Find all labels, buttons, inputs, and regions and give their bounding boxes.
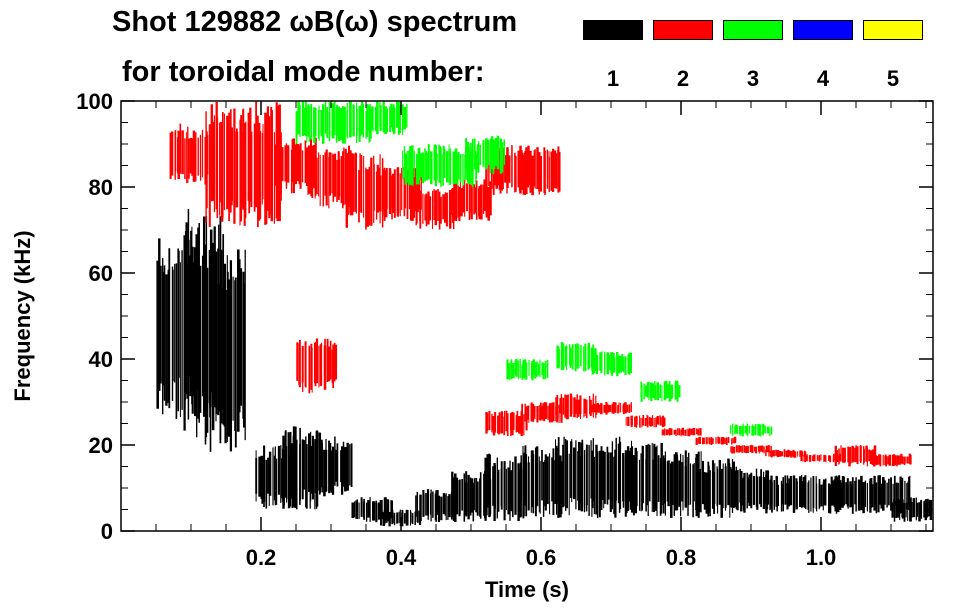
legend-label-1: 1 bbox=[606, 66, 620, 91]
series-1-band-17 bbox=[696, 458, 737, 518]
series-2-band-1 bbox=[169, 123, 211, 187]
series-1-band-13 bbox=[554, 436, 598, 518]
series-2-band-4 bbox=[274, 136, 317, 195]
series-1-band-16 bbox=[660, 450, 702, 518]
y-tick-label-5: 80 bbox=[89, 175, 113, 200]
y-tick-label-1: 0 bbox=[101, 519, 113, 544]
legend-label-4: 4 bbox=[816, 66, 830, 91]
legend-label-5: 5 bbox=[886, 66, 900, 91]
series-3-band-2 bbox=[331, 101, 372, 144]
series-3-band-5 bbox=[436, 144, 478, 187]
series-1-band-20 bbox=[801, 475, 842, 514]
series-1-band-19 bbox=[765, 475, 807, 514]
series-1-band-9 bbox=[415, 489, 456, 522]
series-3-band-10 bbox=[640, 380, 681, 402]
spectrum-marks bbox=[156, 101, 933, 527]
series-2-band-24 bbox=[871, 453, 912, 467]
chart-title-line1: Shot 129882 ωB(ω) spectrum bbox=[112, 6, 518, 38]
y-tick-label-4: 60 bbox=[89, 261, 113, 286]
series-1-band-23 bbox=[891, 497, 933, 522]
y-tick-label-6: 100 bbox=[76, 89, 113, 114]
legend-swatch-3 bbox=[723, 20, 783, 40]
legend-swatch-4 bbox=[793, 20, 853, 40]
series-2-band-23 bbox=[834, 445, 877, 467]
series-1-band-22 bbox=[870, 475, 911, 514]
series-2-band-10 bbox=[451, 179, 492, 222]
series-1-band-12 bbox=[519, 445, 563, 518]
series-2-band-17 bbox=[625, 415, 666, 428]
series-1-band-18 bbox=[730, 466, 773, 513]
series-2-band-13 bbox=[485, 410, 528, 437]
legend-swatch-2 bbox=[653, 20, 713, 40]
series-2-band-5 bbox=[296, 338, 338, 394]
series-3-band-11 bbox=[729, 423, 773, 437]
legend-label-3: 3 bbox=[746, 66, 760, 91]
series-2-band-12 bbox=[521, 145, 561, 196]
x-tick-label-1: 0.2 bbox=[246, 545, 277, 570]
series-2-band-15 bbox=[555, 393, 597, 420]
series-2-band-16 bbox=[590, 402, 632, 415]
series-2-band-9 bbox=[415, 187, 457, 230]
series-3-band-3 bbox=[366, 101, 408, 136]
series-3-band-8 bbox=[556, 342, 597, 372]
series-1-band-21 bbox=[835, 475, 877, 514]
series-2-band-20 bbox=[730, 445, 772, 454]
chart-title-line2: for toroidal mode number: bbox=[122, 56, 485, 88]
y-tick-label-2: 20 bbox=[89, 433, 113, 458]
series-1-band-6 bbox=[310, 436, 353, 497]
y-tick-label-3: 40 bbox=[89, 347, 113, 372]
series-1-band-15 bbox=[625, 440, 666, 517]
series-2-band-6 bbox=[310, 145, 352, 209]
y-axis-label: Frequency (kHz) bbox=[10, 230, 35, 401]
legend-swatch-1 bbox=[583, 20, 643, 40]
x-tick-label-5: 1.0 bbox=[806, 545, 837, 570]
series-2-band-21 bbox=[765, 449, 807, 458]
series-2-band-2 bbox=[205, 102, 246, 227]
series-3-band-6 bbox=[465, 135, 506, 175]
series-2-band-19 bbox=[695, 436, 737, 445]
series-2-band-14 bbox=[521, 402, 563, 423]
series-1-band-7 bbox=[351, 497, 393, 523]
x-tick-label-2: 0.4 bbox=[386, 545, 417, 570]
series-2-band-18 bbox=[661, 427, 702, 437]
axes: 0.2 0.4 0.6 0.8 1.0 0 20 40 60 80 100 bbox=[76, 89, 933, 570]
x-tick-label-3: 0.6 bbox=[526, 545, 557, 570]
series-3-band-4 bbox=[402, 144, 442, 187]
series-3-band-7 bbox=[506, 359, 549, 381]
series-1-band-3 bbox=[205, 248, 246, 452]
series-1-band-14 bbox=[591, 436, 632, 519]
legend-label-2: 2 bbox=[676, 66, 690, 91]
x-axis-label: Time (s) bbox=[485, 577, 569, 602]
series-3-band-9 bbox=[591, 351, 633, 377]
legend-swatch-5 bbox=[863, 20, 923, 40]
series-2-band-22 bbox=[800, 453, 842, 463]
x-tick-label-4: 0.8 bbox=[666, 545, 697, 570]
